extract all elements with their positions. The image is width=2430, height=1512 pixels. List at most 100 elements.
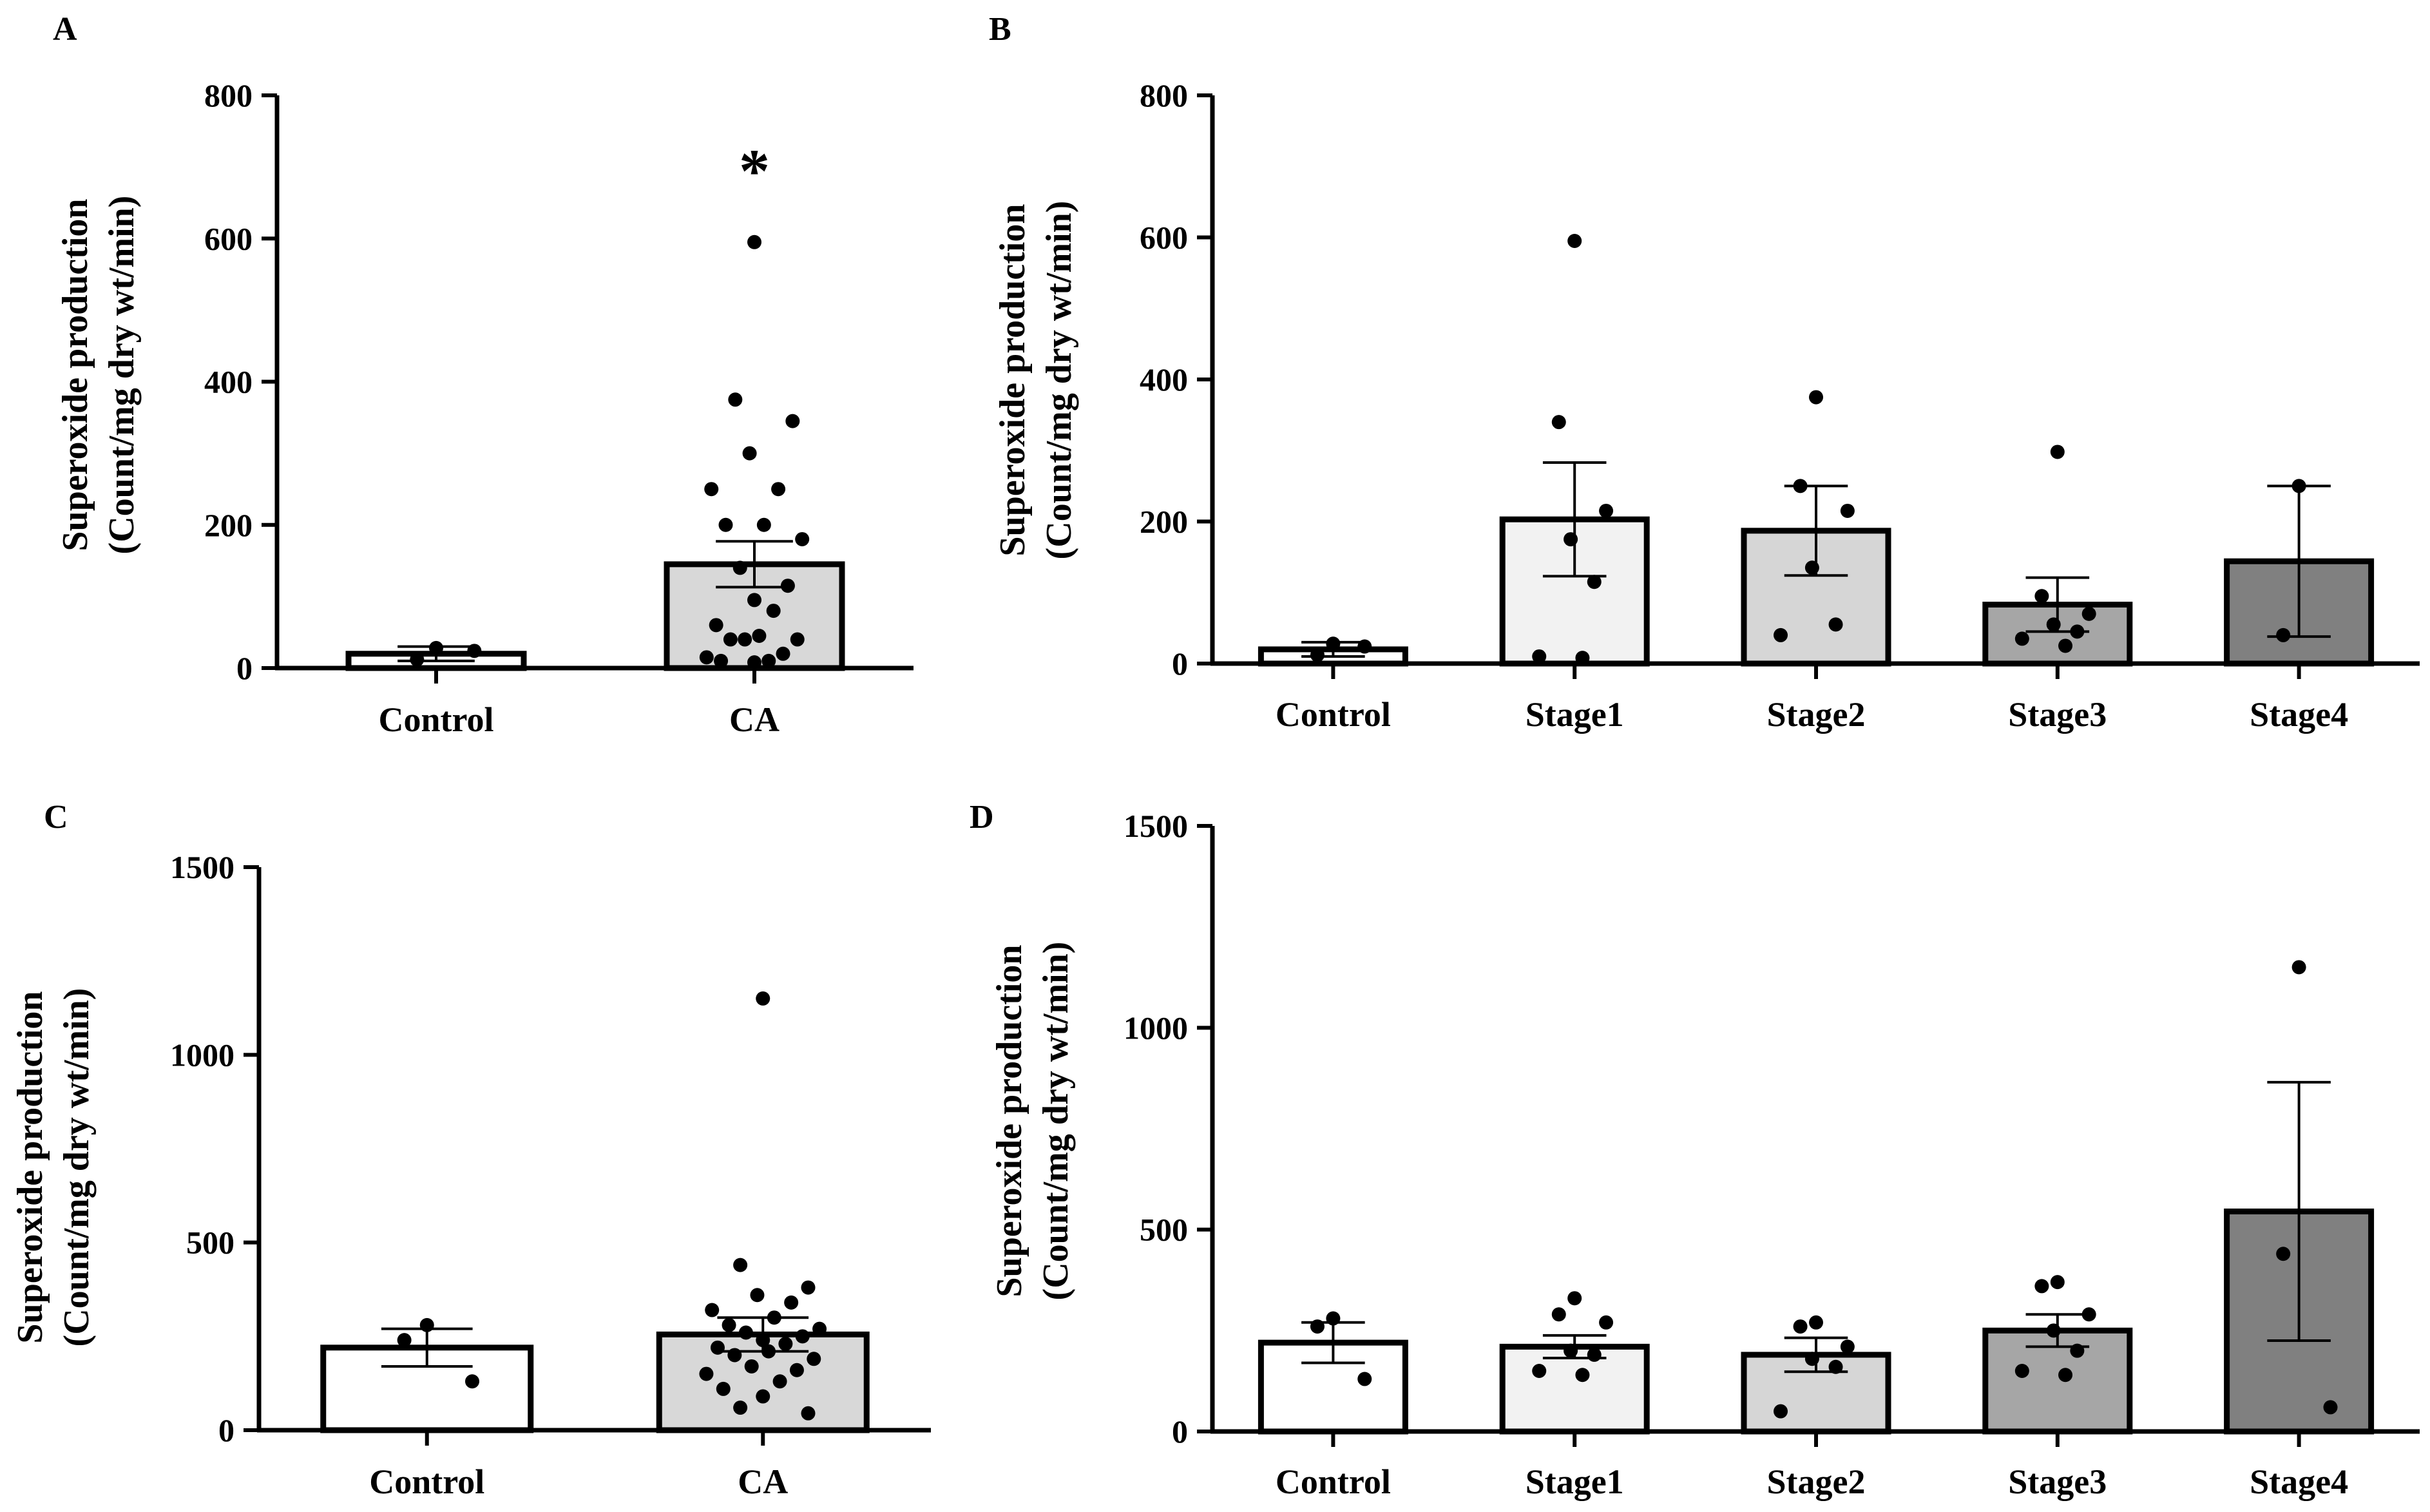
data-point-a [467, 644, 482, 658]
data-point-a [761, 653, 776, 668]
y-tick-label-c: 500 [186, 1225, 234, 1261]
data-point-a [714, 653, 729, 668]
x-category-label-c: CA [738, 1462, 788, 1501]
data-point-c [465, 1374, 480, 1389]
data-point-a [790, 632, 805, 647]
data-point-d [1793, 1319, 1808, 1334]
data-point-d [2014, 1364, 2029, 1378]
data-point-b [1587, 575, 1602, 589]
data-point-c [738, 1325, 753, 1340]
data-point-c [789, 1363, 804, 1377]
data-point-a [738, 632, 752, 647]
data-point-d [1357, 1372, 1372, 1386]
data-point-b [1551, 415, 1566, 430]
x-category-label-c: Control [369, 1462, 484, 1501]
data-point-b [1828, 617, 1843, 632]
data-point-b [1357, 639, 1372, 654]
data-point-c [733, 1258, 748, 1272]
panel-d: D Superoxide production (Count/mg dry wt… [970, 799, 2420, 1501]
data-point-b [2034, 589, 2049, 604]
data-point-a [771, 482, 786, 497]
data-point-c [767, 1310, 781, 1325]
y-axis-label-line1-c: Superoxide production [10, 991, 50, 1343]
data-point-d [1551, 1307, 1566, 1322]
data-point-c [727, 1348, 742, 1363]
y-axis-label-line1-b: Superoxide production [993, 204, 1033, 556]
data-point-b [1326, 636, 1341, 651]
y-tick-label-d: 500 [1140, 1212, 1188, 1248]
data-point-a [766, 604, 781, 618]
y-axis-label-line1-a: Superoxide production [55, 198, 95, 551]
y-tick-label-a: 0 [236, 650, 253, 686]
x-category-label-a: Control [378, 700, 493, 739]
data-point-b [1310, 647, 1325, 662]
data-point-c [750, 1288, 765, 1303]
data-point-c [705, 1303, 720, 1317]
data-point-a [429, 640, 443, 655]
bar-b-stage1 [1499, 516, 1650, 667]
y-tick-label-a: 800 [204, 77, 253, 113]
data-point-a [795, 531, 810, 546]
data-point-c [795, 1329, 810, 1344]
data-point-d [2276, 1247, 2291, 1261]
y-axis-label-line2-d: (Count/mg dry wt/min) [1036, 942, 1076, 1301]
panel-b: B Superoxide production (Count/mg dry wt… [989, 11, 2420, 734]
y-tick-label-d: 0 [1172, 1413, 1188, 1450]
x-category-label-d: Stage3 [2008, 1462, 2107, 1501]
data-point-d [1840, 1339, 1855, 1354]
data-point-b [1840, 503, 1855, 518]
y-tick-label-b: 800 [1140, 77, 1188, 113]
data-point-c [733, 1401, 748, 1415]
x-category-label-d: Stage2 [1767, 1462, 1866, 1501]
data-point-b [2014, 631, 2029, 646]
y-axis-label-line2-b: (Count/mg dry wt/min) [1039, 201, 1079, 560]
data-point-c [756, 1389, 770, 1404]
data-point-b [1575, 651, 1590, 665]
data-point-d [1587, 1347, 1602, 1362]
data-point-d [1804, 1352, 1819, 1366]
panel-c: C Superoxide production (Count/mg dry wt… [10, 799, 931, 1501]
data-point-b [1804, 560, 1819, 575]
data-point-b [2291, 479, 2306, 493]
data-point-c [761, 1344, 776, 1359]
data-point-d [2058, 1368, 2073, 1383]
data-point-d [2046, 1323, 2061, 1338]
y-tick-label-a: 600 [204, 220, 253, 256]
data-point-c [744, 1359, 759, 1373]
y-tick-label-c: 1500 [170, 849, 234, 885]
data-point-c [397, 1333, 412, 1348]
data-point-c [812, 1321, 827, 1336]
y-tick-label-d: 1000 [1124, 1010, 1188, 1046]
panel-letter-c: C [44, 799, 68, 836]
data-point-c [756, 1333, 770, 1348]
data-point-c [801, 1280, 816, 1295]
x-category-label-b: Stage2 [1767, 695, 1866, 734]
data-point-b [1793, 479, 1808, 493]
error-bar-d-stage4 [2267, 1080, 2331, 1342]
bar-d-stage1 [1499, 1343, 1650, 1435]
data-point-d [2034, 1279, 2049, 1294]
x-category-label-a: CA [729, 700, 780, 739]
panel-letter-b: B [989, 11, 1011, 48]
data-point-d [1326, 1311, 1341, 1326]
data-point-d [2050, 1275, 2065, 1290]
data-point-c [801, 1406, 816, 1421]
data-point-b [1564, 532, 1578, 547]
data-point-b [2046, 617, 2061, 632]
data-point-a [747, 234, 761, 249]
data-point-a [709, 618, 723, 633]
data-point-d [1828, 1359, 1843, 1374]
data-point-a [728, 392, 743, 407]
data-point-d [1564, 1343, 1578, 1358]
data-point-a [699, 650, 714, 665]
data-point-b [1774, 627, 1788, 642]
y-axis-label-line2-c: (Count/mg dry wt/min) [57, 988, 97, 1347]
data-point-d [2081, 1307, 2096, 1322]
panel-letter-a: A [53, 11, 77, 48]
data-point-b [1809, 390, 1823, 405]
data-point-a [718, 517, 733, 532]
data-point-d [2070, 1343, 2085, 1358]
data-point-d [1567, 1291, 1582, 1306]
data-point-c [699, 1366, 714, 1381]
